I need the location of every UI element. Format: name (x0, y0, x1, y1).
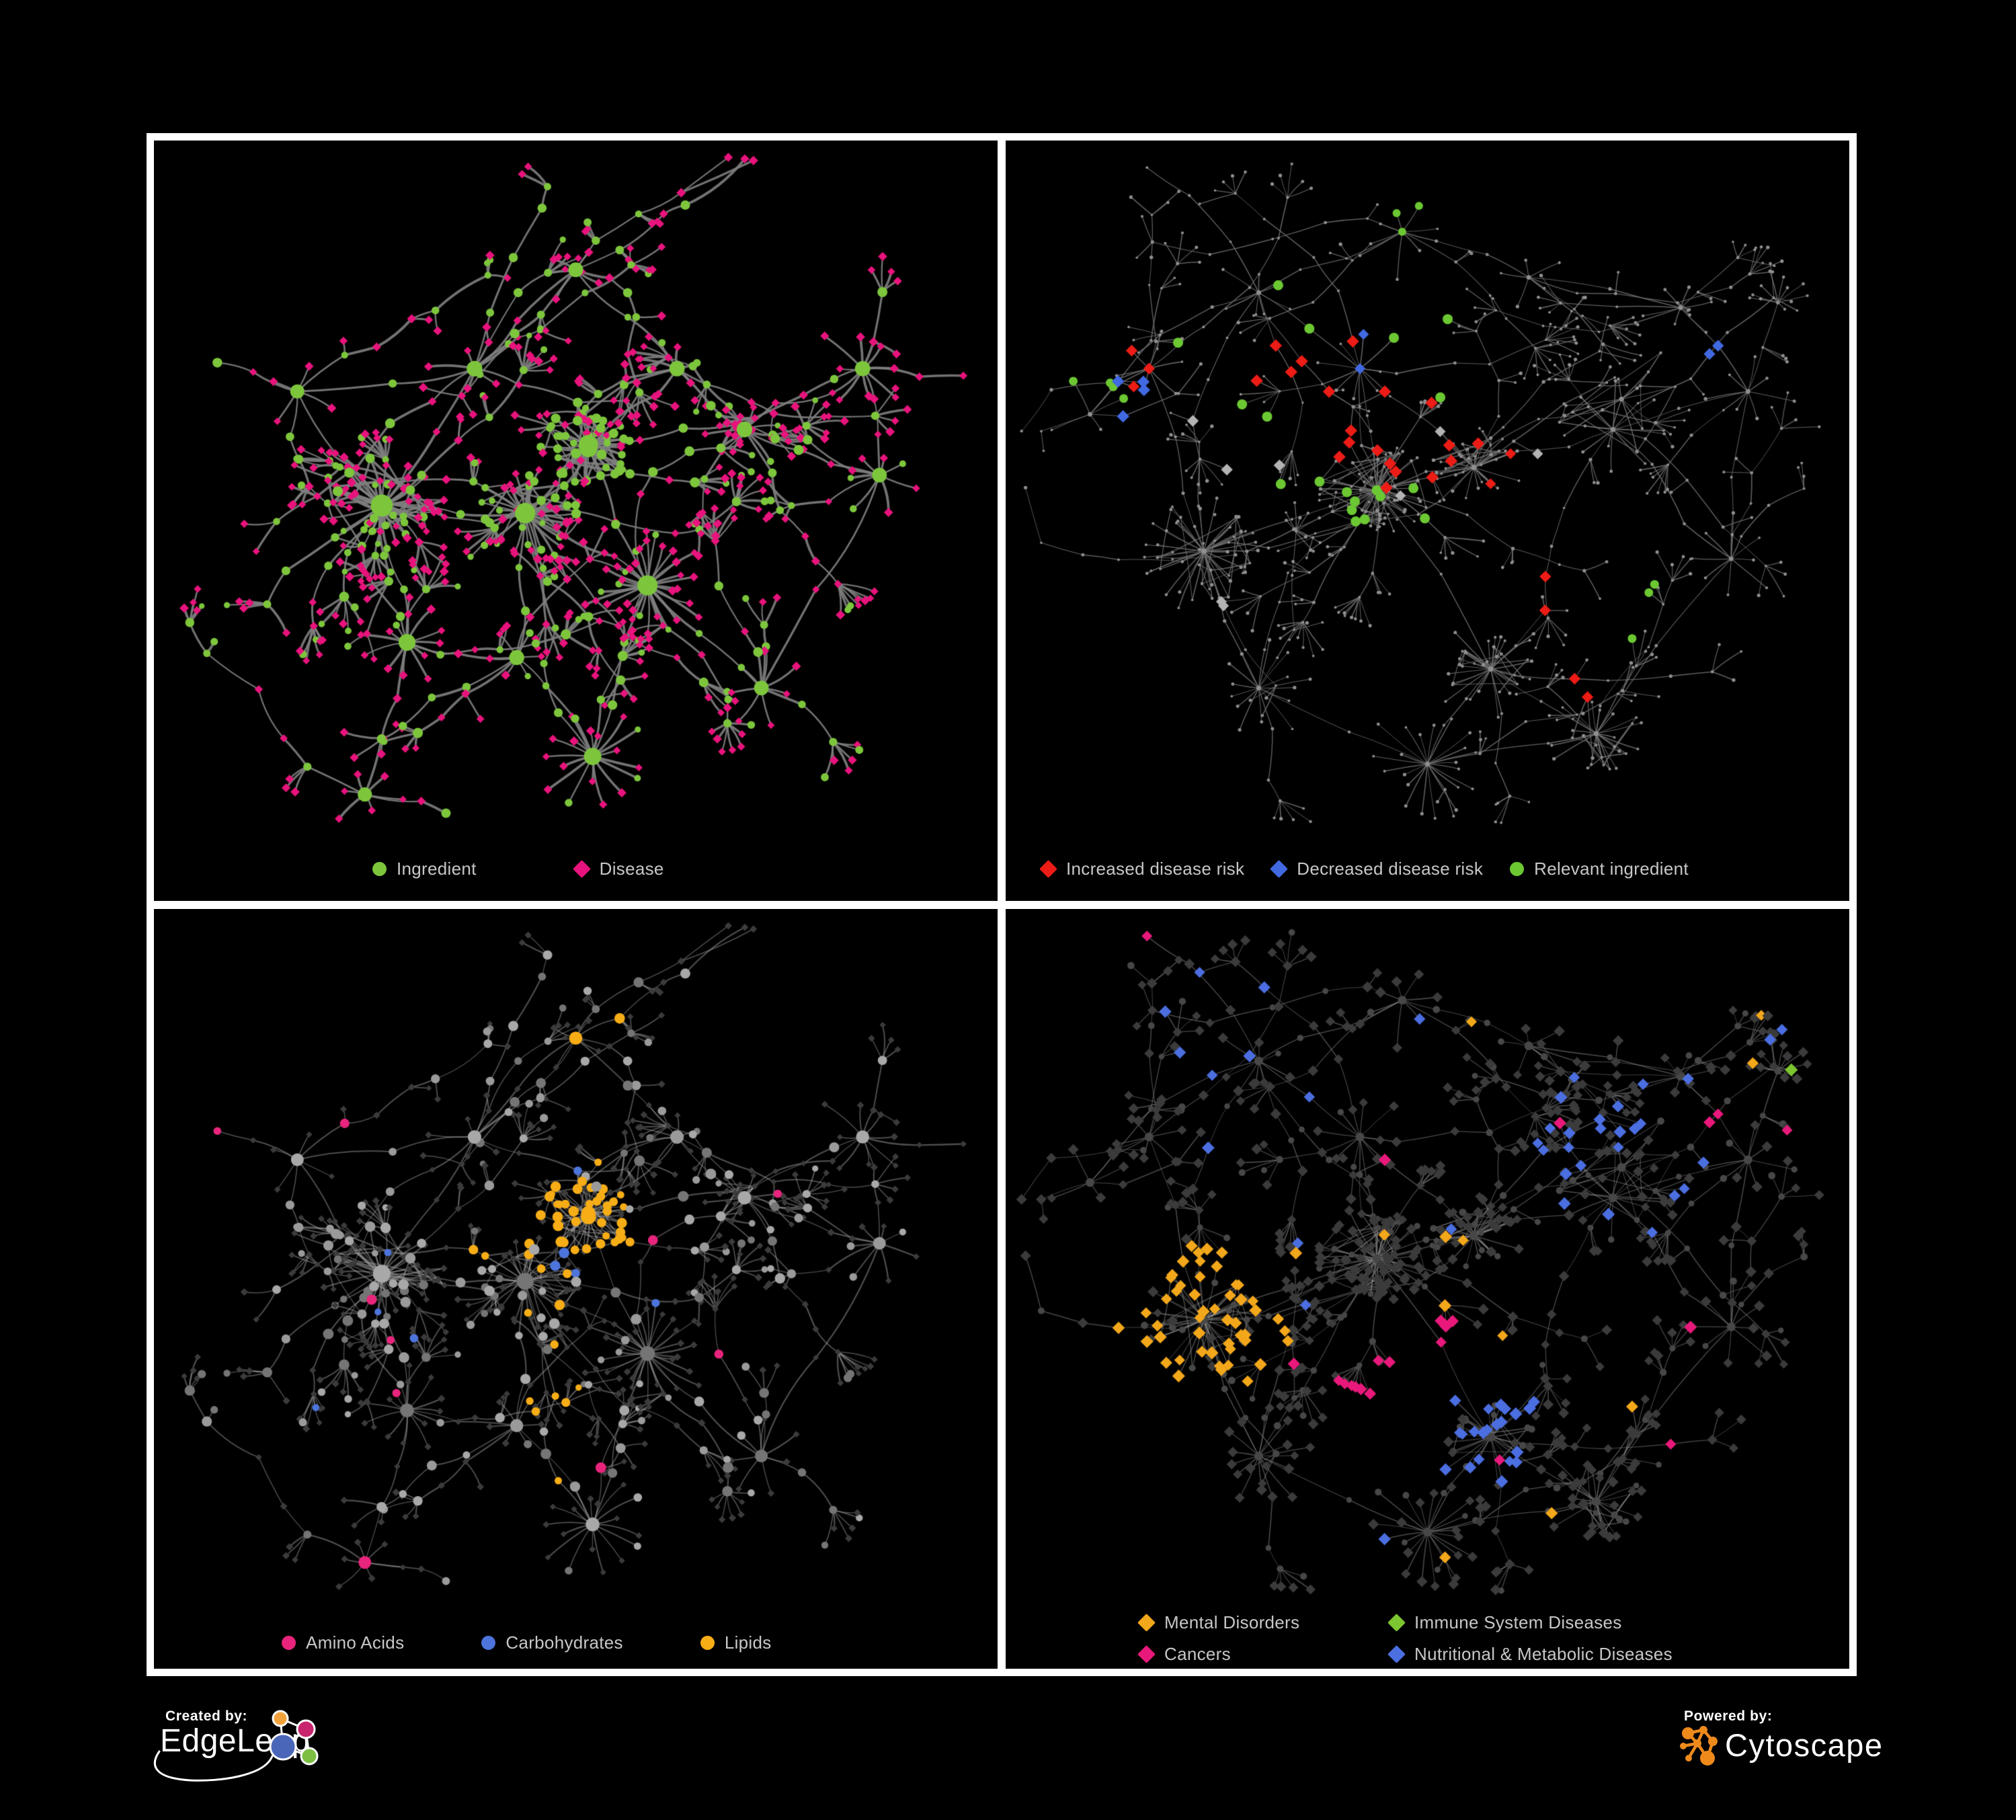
amino-acids-legend-marker-icon (282, 1635, 296, 1650)
panel-ingredient-disease: Ingredient Disease (154, 141, 998, 901)
disease-legend-marker-icon (572, 860, 591, 878)
cancers-legend-marker-icon (1137, 1645, 1156, 1663)
panel-disease-categories: Mental Disorders Immune System Diseases … (1006, 908, 1849, 1669)
immune-diseases-legend-marker-icon (1387, 1613, 1406, 1632)
legend-label: Disease (599, 859, 664, 879)
created-by-label: Created by: (165, 1708, 248, 1724)
increased-risk-legend-marker-icon (1039, 860, 1057, 878)
legend: Mental Disorders Immune System Diseases … (1137, 1612, 1672, 1665)
legend-label: Nutritional & Metabolic Diseases (1414, 1643, 1672, 1664)
ingredient-disease-network (154, 141, 998, 901)
powered-by-label: Powered by: (1684, 1708, 1773, 1724)
edgeleap-logo-icon (269, 1710, 319, 1766)
legend-item: Lipids (700, 1632, 772, 1653)
panel-nutrient-classes: Amino Acids Carbohydrates Lipids (154, 908, 998, 1669)
panel-disease-risk: Increased disease risk Decreased disease… (1006, 141, 1849, 901)
legend: Ingredient Disease (372, 859, 664, 879)
mental-disorders-legend-marker-icon (1137, 1613, 1156, 1632)
disease-categories-network (1006, 908, 1849, 1669)
relevant-ingredient-legend-marker-icon (1510, 862, 1525, 876)
legend-item: Increased disease risk (1039, 859, 1245, 879)
legend-item: Nutritional & Metabolic Diseases (1387, 1643, 1672, 1665)
carbohydrates-legend-marker-icon (481, 1635, 496, 1650)
cytoscape-wordmark: Cytoscape (1725, 1727, 1884, 1763)
legend-label: Immune System Diseases (1414, 1612, 1622, 1632)
decreased-risk-legend-marker-icon (1270, 860, 1289, 878)
metabolic-diseases-legend-marker-icon (1387, 1645, 1406, 1663)
legend-label: Lipids (724, 1632, 772, 1653)
legend-label: Amino Acids (306, 1632, 405, 1653)
legend-label: Relevant ingredient (1534, 859, 1689, 879)
legend-item: Disease (572, 859, 664, 879)
legend: Amino Acids Carbohydrates Lipids (282, 1632, 772, 1653)
cytoscape-logo-icon (1680, 1726, 1718, 1766)
panel-grid: Ingredient Disease Increased disease ris… (147, 133, 1857, 1676)
legend-item: Relevant ingredient (1510, 859, 1689, 879)
legend-item: Immune System Diseases (1387, 1612, 1672, 1633)
legend-label: Carbohydrates (506, 1632, 623, 1653)
legend-label: Increased disease risk (1066, 859, 1245, 879)
edgeleap-swoosh-icon (153, 1750, 274, 1782)
legend-label: Mental Disorders (1164, 1612, 1300, 1632)
nutrient-classes-network (154, 908, 998, 1669)
disease-risk-network (1006, 141, 1849, 901)
legend-item: Amino Acids (282, 1632, 404, 1653)
legend-label: Ingredient (397, 859, 477, 879)
legend-label: Decreased disease risk (1297, 859, 1484, 879)
legend-item: Carbohydrates (481, 1632, 623, 1653)
legend-item: Cancers (1137, 1643, 1389, 1665)
legend-label: Cancers (1164, 1643, 1231, 1664)
legend-item: Ingredient (372, 859, 477, 879)
legend-item: Mental Disorders (1137, 1612, 1389, 1633)
legend-item: Decreased disease risk (1270, 859, 1484, 879)
legend: Increased disease risk Decreased disease… (1039, 859, 1689, 879)
ingredient-legend-marker-icon (372, 862, 387, 876)
lipids-legend-marker-icon (700, 1635, 715, 1650)
